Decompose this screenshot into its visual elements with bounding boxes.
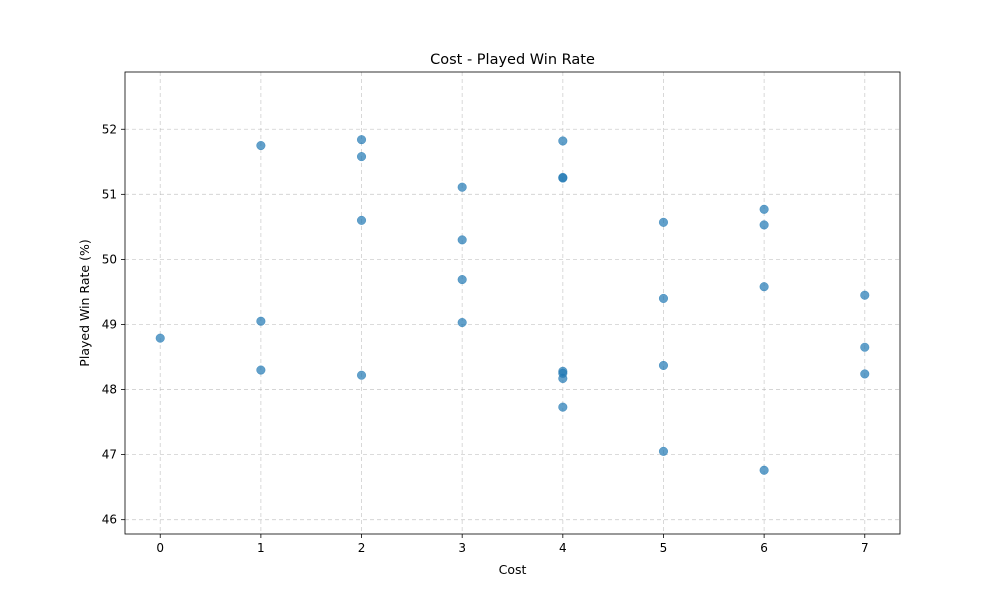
y-tick-label: 48 (102, 383, 117, 397)
data-point (356, 370, 367, 380)
data-point (759, 220, 769, 230)
data-point (658, 446, 669, 456)
data-point (356, 215, 367, 225)
data-point (860, 342, 870, 352)
y-tick-label: 47 (102, 448, 117, 462)
plot-frame (124, 71, 901, 535)
data-point (155, 333, 165, 343)
y-tick-label: 49 (102, 317, 117, 331)
data-point (759, 465, 769, 475)
data-point (658, 293, 669, 303)
x-tick-label: 5 (660, 541, 668, 555)
y-tick-label: 50 (102, 252, 117, 266)
y-tick-label: 52 (102, 122, 117, 136)
data-point (356, 135, 367, 145)
grid (125, 72, 900, 534)
y-axis-label: Played Win Rate (%) (77, 239, 92, 366)
x-tick-label: 1 (257, 541, 265, 555)
data-point (558, 373, 568, 384)
data-point (860, 290, 870, 300)
data-point (457, 317, 467, 328)
data-point (658, 217, 669, 227)
data-point (356, 152, 367, 162)
data-point (256, 140, 266, 151)
x-tick-label: 2 (358, 541, 366, 555)
x-tick-label: 7 (861, 541, 869, 555)
data-point (759, 204, 769, 214)
data-point (457, 182, 467, 192)
data-point (558, 402, 568, 412)
x-tick-label: 3 (458, 541, 466, 555)
y-tick-label: 51 (102, 187, 117, 201)
x-tick-label: 4 (559, 541, 567, 555)
data-point (457, 235, 467, 245)
data-point (256, 365, 266, 375)
data-point (558, 136, 568, 146)
plot-area-background (125, 72, 900, 534)
x-tick-label: 6 (760, 541, 768, 555)
chart-title: Cost - Played Win Rate (430, 52, 595, 68)
data-point (558, 172, 568, 182)
x-tick-label: 0 (156, 541, 164, 555)
data-point (759, 282, 769, 292)
y-tick-label: 46 (102, 513, 117, 527)
data-point (860, 369, 870, 379)
data-point (457, 275, 467, 285)
data-point (256, 316, 266, 326)
data-points (155, 135, 870, 475)
axis-ticks: 0 1 2 3 4 5 6 7 46 47 48 49 50 51 52 (102, 122, 869, 555)
x-axis-label: Cost (499, 562, 527, 577)
data-point (658, 360, 669, 371)
